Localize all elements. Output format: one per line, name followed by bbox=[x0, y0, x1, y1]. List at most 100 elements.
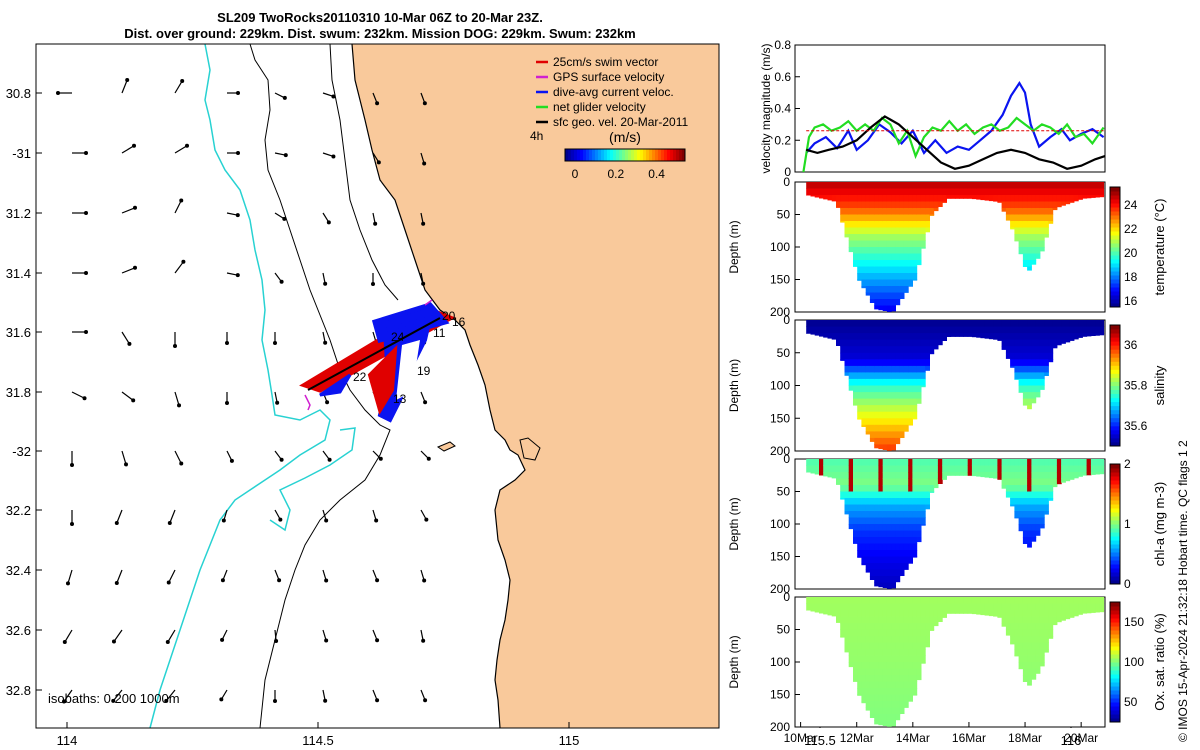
section-cell bbox=[1044, 472, 1049, 479]
section-cell bbox=[1018, 247, 1024, 254]
section-cell bbox=[1086, 188, 1092, 196]
section-cell bbox=[925, 610, 930, 617]
section-cell bbox=[1061, 597, 1066, 604]
current-arrow-head bbox=[179, 198, 184, 203]
section-cell bbox=[895, 472, 901, 479]
section-cell bbox=[878, 326, 884, 334]
section-cell bbox=[848, 465, 854, 473]
section-cell bbox=[886, 320, 892, 328]
section-cell bbox=[1027, 234, 1032, 241]
section-cell bbox=[908, 273, 913, 280]
section-cell bbox=[878, 247, 884, 254]
section-cell bbox=[1018, 511, 1024, 518]
section-cell bbox=[1031, 616, 1037, 624]
section-cell bbox=[929, 623, 935, 630]
section-cell bbox=[1031, 221, 1037, 228]
section-cell bbox=[857, 524, 862, 531]
section-cell bbox=[882, 576, 888, 583]
section-cell bbox=[1069, 603, 1075, 611]
section-cell bbox=[878, 707, 884, 715]
section-cell bbox=[848, 655, 854, 663]
section-cell bbox=[912, 279, 918, 281]
section-cell bbox=[1090, 472, 1096, 475]
section-cell bbox=[869, 491, 875, 499]
section-cell bbox=[861, 365, 867, 373]
section-cell bbox=[1052, 195, 1058, 202]
section-colorbar-cell bbox=[1110, 227, 1120, 232]
section-cell bbox=[1039, 485, 1045, 492]
section-cell bbox=[853, 227, 858, 235]
section-cell bbox=[993, 326, 998, 334]
section-cell bbox=[853, 530, 858, 538]
current-arrow-head bbox=[279, 457, 284, 462]
section-cell bbox=[1010, 214, 1015, 222]
current-arrow bbox=[121, 450, 127, 465]
section-cell bbox=[1099, 465, 1105, 473]
section-cell bbox=[1027, 478, 1032, 486]
section-cell bbox=[869, 537, 875, 544]
section-cell bbox=[891, 556, 896, 564]
section-cell bbox=[984, 459, 990, 466]
section-colorbar-cell bbox=[1110, 626, 1120, 631]
section-cell bbox=[886, 385, 892, 393]
section-cell bbox=[865, 195, 871, 202]
section-cell bbox=[882, 668, 888, 676]
section-cell bbox=[823, 333, 828, 338]
section-cell bbox=[903, 662, 909, 669]
section-cell bbox=[942, 597, 947, 604]
section-cell bbox=[895, 504, 901, 512]
map-colorbar-cell bbox=[571, 149, 575, 161]
section-cell bbox=[1035, 623, 1041, 630]
section-y-tick-label: 50 bbox=[777, 208, 791, 222]
section-cell bbox=[878, 320, 884, 328]
section-cell bbox=[1027, 616, 1032, 624]
section-cell bbox=[869, 530, 875, 538]
section-cell bbox=[920, 372, 926, 380]
section-cell bbox=[908, 398, 913, 406]
current-arrow-head bbox=[111, 698, 116, 703]
section-cell bbox=[1044, 201, 1049, 209]
map-colorbar-cell bbox=[583, 149, 587, 161]
section-cell bbox=[1065, 610, 1071, 617]
section-colorbar-cell bbox=[1110, 552, 1120, 557]
section-cell bbox=[891, 714, 896, 721]
section-cell bbox=[920, 333, 926, 341]
section-cell bbox=[1056, 472, 1062, 479]
section-cell bbox=[819, 459, 824, 466]
section-cell bbox=[1056, 182, 1062, 189]
section-cell bbox=[920, 247, 926, 249]
section-cell bbox=[1031, 603, 1037, 611]
section-cell bbox=[874, 292, 879, 300]
section-cell bbox=[1035, 392, 1041, 398]
section-cell bbox=[1073, 195, 1079, 202]
section-cell bbox=[899, 273, 905, 280]
section-cell bbox=[886, 378, 892, 386]
section-cell bbox=[920, 339, 926, 347]
section-colorbar-tick: 24 bbox=[1124, 198, 1138, 212]
section-cell bbox=[874, 642, 879, 650]
section-cell bbox=[848, 326, 854, 334]
section-cell bbox=[874, 437, 879, 445]
section-cell bbox=[899, 260, 905, 267]
section-cell bbox=[882, 681, 888, 689]
section-cell bbox=[916, 201, 922, 209]
section-cell bbox=[1027, 221, 1032, 228]
section-cell bbox=[920, 649, 926, 656]
velocity-ylabel: velocity magnitude (m/s) bbox=[759, 43, 773, 173]
current-arrow-head bbox=[375, 698, 380, 703]
section-cell bbox=[1031, 372, 1037, 380]
section-cell bbox=[903, 556, 909, 564]
section-cell bbox=[950, 333, 956, 337]
section-cell bbox=[980, 195, 986, 201]
section-colorbar-cell bbox=[1110, 369, 1120, 374]
map-colorbar-cell bbox=[625, 149, 629, 161]
section-cell bbox=[895, 253, 901, 261]
section-cell bbox=[861, 182, 867, 189]
map-y-tick-label: -31 bbox=[12, 146, 31, 161]
section-cell bbox=[857, 485, 862, 492]
section-cell bbox=[878, 720, 884, 726]
section-cell bbox=[857, 359, 862, 367]
section-cell bbox=[874, 478, 879, 486]
map-colorbar-cell bbox=[652, 149, 656, 161]
section-cell bbox=[891, 365, 896, 373]
